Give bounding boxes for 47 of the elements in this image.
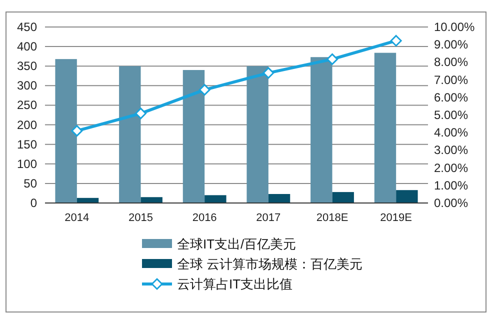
y2-tick-label: 6.00% [434,90,468,104]
bar [332,192,354,203]
y2-tick-label: 8.00% [434,55,468,70]
y2-tick-label: 5.00% [434,108,468,122]
bar [119,66,141,203]
x-tick-label: 2016 [192,212,217,224]
y2-tick-label: 7.00% [434,72,468,87]
point [198,84,210,96]
y2-tick-label: 2.00% [434,160,468,175]
x-tick-label: 2015 [128,212,153,224]
y-tick-label: 450 [16,20,38,34]
y-tick-label: 350 [16,59,38,74]
bar [310,57,332,203]
y-tick-label: 0 [30,196,38,210]
y2-tick-label: 10.00% [434,20,476,34]
legend-label: 全球 云计算市场规模：百亿美元 [177,256,363,272]
y-tick-label: 250 [16,98,38,112]
x-tick-label: 2014 [64,212,90,224]
bar [246,66,268,203]
y-tick-label: 200 [16,118,38,132]
bar [374,52,396,203]
y2-tick-label: 4.00% [434,126,468,140]
y2-tick-label: 1.00% [434,178,468,192]
legend-label: 全球IT支出/百亿美元 [177,236,296,252]
x-tick-label: 2017 [256,212,281,224]
y2-tick-label: 9.00% [434,38,468,52]
bar [140,197,162,203]
bar [182,70,205,203]
bar [396,190,418,203]
y-tick-label: 50 [24,176,38,190]
bar [204,195,226,203]
y-tick-label: 300 [16,78,38,93]
y-tick-label: 150 [16,137,38,152]
point [390,34,402,46]
point [71,125,83,137]
x-tick-label: 2018E [316,212,348,224]
point [262,67,274,79]
bar [55,59,77,203]
x-tick-label: 2019E [380,212,412,224]
point [135,108,146,120]
y2-tick-label: 0.00% [434,196,468,210]
legend-label: 云计算占IT支出比值 [177,276,293,292]
point [326,53,338,65]
bar [268,194,290,203]
y-tick-label: 400 [16,40,38,54]
y2-tick-label: 3.00% [434,143,468,158]
y-tick-label: 100 [16,156,38,171]
